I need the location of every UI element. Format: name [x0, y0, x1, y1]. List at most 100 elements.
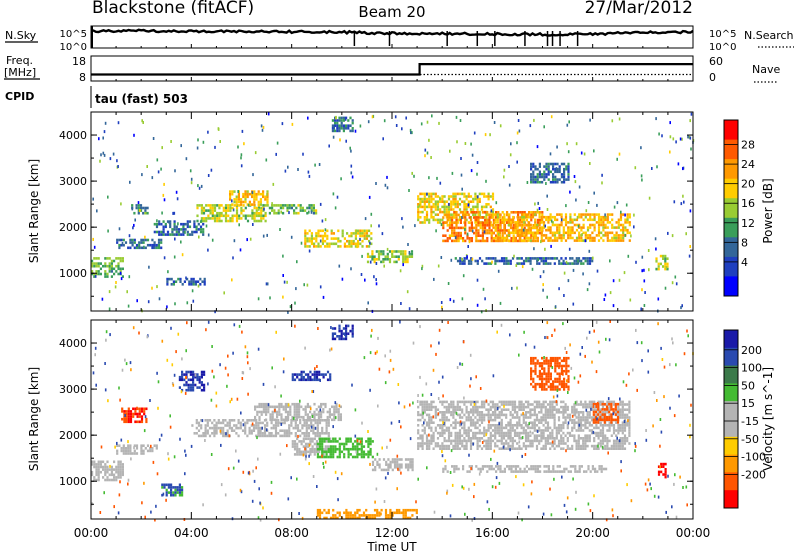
range-gate-cell — [455, 237, 458, 240]
range-gate-cell — [604, 226, 607, 229]
range-gate-cell — [135, 206, 138, 210]
range-gate-cell — [527, 439, 530, 443]
range-gate-cell — [482, 287, 485, 291]
range-gate-cell — [315, 211, 318, 215]
range-gate-cell — [459, 119, 462, 122]
range-gate-cell — [340, 442, 344, 446]
range-gate-cell — [317, 415, 320, 419]
range-gate-cell — [200, 381, 203, 384]
range-gate-cell — [303, 434, 306, 438]
range-gate-cell — [528, 467, 531, 471]
range-gate-cell — [293, 442, 297, 446]
range-gate-cell — [608, 439, 611, 443]
range-gate-cell — [347, 324, 350, 328]
range-gate-cell — [211, 204, 214, 207]
range-gate-cell — [562, 400, 565, 404]
range-gate-cell — [514, 231, 517, 235]
range-gate-cell — [248, 426, 251, 430]
range-gate-cell — [310, 232, 313, 235]
range-gate-cell — [122, 452, 125, 455]
range-gate-cell — [599, 444, 602, 448]
range-gate-cell — [248, 203, 251, 206]
range-gate-cell — [115, 281, 117, 284]
range-gate-cell — [622, 231, 625, 235]
range-gate-cell — [417, 444, 420, 448]
range-gate-cell — [186, 230, 189, 234]
range-gate-cell — [264, 195, 267, 199]
range-gate-cell — [507, 228, 510, 232]
range-gate-cell — [575, 447, 578, 450]
range-gate-cell — [327, 437, 330, 441]
range-gate-cell — [116, 444, 119, 447]
range-gate-cell — [91, 272, 94, 276]
range-gate-cell — [499, 221, 502, 224]
range-gate-cell — [573, 421, 576, 424]
range-gate-cell — [514, 465, 517, 468]
range-gate-cell — [265, 410, 268, 414]
range-gate-cell — [327, 447, 330, 451]
range-gate-cell — [195, 426, 198, 430]
range-gate-cell — [448, 237, 451, 240]
range-gate-cell — [195, 421, 198, 425]
range-gate-cell — [615, 447, 618, 450]
range-gate-cell — [456, 192, 459, 196]
range-gate-cell — [293, 445, 297, 448]
range-gate-cell — [469, 416, 473, 419]
range-gate-cell — [463, 444, 466, 448]
range-gate-cell — [351, 329, 354, 333]
range-gate-cell — [530, 165, 533, 168]
range-gate-cell — [509, 429, 512, 432]
range-gate-cell — [584, 421, 587, 424]
range-gate-cell — [469, 424, 473, 427]
range-gate-cell — [613, 205, 616, 209]
power-data — [91, 112, 695, 314]
range-gate-cell — [577, 444, 580, 448]
range-gate-cell — [233, 190, 236, 193]
range-gate-cell — [439, 200, 442, 203]
range-gate-cell — [501, 229, 504, 232]
range-gate-cell — [538, 434, 541, 437]
range-gate-cell — [296, 426, 300, 430]
range-gate-cell — [495, 465, 498, 468]
range-gate-cell — [417, 205, 420, 209]
range-gate-cell — [586, 437, 589, 440]
range-gate-cell — [332, 447, 335, 451]
range-gate-cell — [520, 257, 523, 260]
range-gate-cell — [628, 221, 631, 224]
range-gate-cell — [510, 142, 512, 146]
range-gate-cell — [300, 370, 303, 374]
range-gate-cell — [321, 242, 324, 246]
range-gate-cell — [99, 465, 102, 469]
range-gate-cell — [260, 413, 263, 416]
range-gate-cell — [196, 375, 199, 379]
range-gate-cell — [180, 144, 182, 148]
range-gate-cell — [508, 465, 511, 468]
range-gate-cell — [277, 419, 280, 422]
range-gate-cell — [91, 460, 94, 464]
range-gate-cell — [134, 407, 137, 411]
range-gate-cell — [277, 209, 280, 212]
range-gate-cell — [533, 418, 536, 422]
range-gate-cell — [484, 218, 487, 222]
range-gate-cell — [579, 411, 583, 414]
range-gate-cell — [312, 429, 315, 432]
range-gate-cell — [215, 429, 218, 432]
range-gate-cell — [483, 230, 486, 234]
range-gate-cell — [522, 418, 525, 422]
range-gate-cell — [228, 424, 231, 427]
range-gate-cell — [156, 158, 159, 162]
range-gate-cell — [549, 442, 552, 445]
range-gate-cell — [241, 429, 245, 432]
range-gate-cell — [428, 444, 431, 448]
range-gate-cell — [459, 221, 462, 224]
range-gate-cell — [574, 467, 577, 471]
range-gate-cell — [454, 437, 457, 440]
range-gate-cell — [542, 262, 545, 265]
range-gate-cell — [542, 239, 546, 242]
range-gate-cell — [211, 421, 214, 425]
range-gate-cell — [186, 220, 189, 223]
range-gate-cell — [555, 431, 558, 435]
range-gate-cell — [229, 198, 232, 201]
range-gate-cell — [499, 124, 502, 128]
range-gate-cell — [214, 310, 216, 314]
